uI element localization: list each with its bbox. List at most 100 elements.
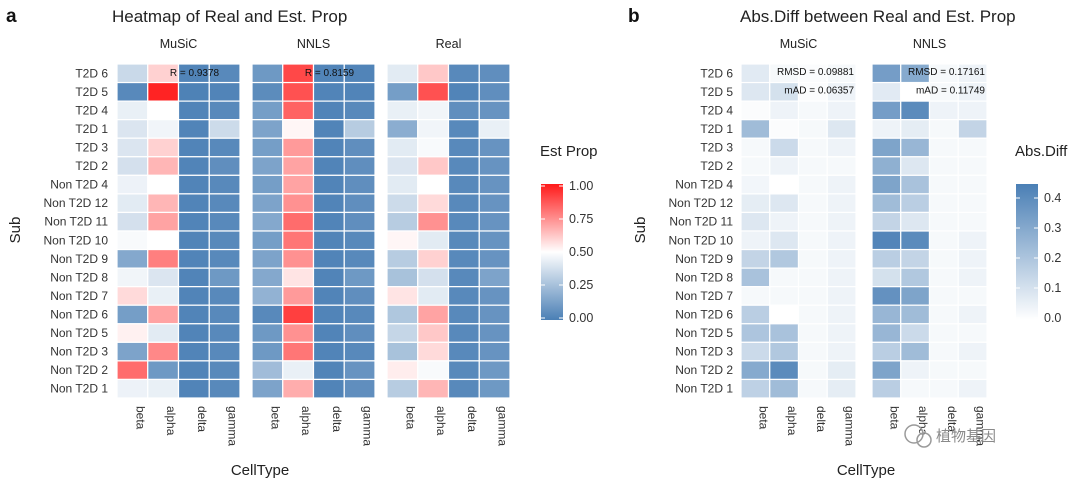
heat-cell (116, 378, 149, 399)
row-label: Non T2D 1 (675, 382, 733, 396)
heat-cell (251, 360, 284, 381)
heat-cell (900, 211, 931, 232)
heat-cell (343, 156, 376, 176)
facet-label-nnls: NNLS (913, 37, 946, 51)
heat-cell (769, 211, 800, 232)
heat-cell (251, 304, 284, 325)
heat-cell (343, 211, 376, 232)
heat-cell (826, 119, 857, 139)
heat-cell (312, 211, 345, 232)
row-label: T2D 3 (700, 141, 733, 155)
heat-cell (957, 156, 988, 176)
row-label: Non T2D 8 (675, 270, 733, 284)
heat-cell (447, 286, 480, 306)
heat-cell (177, 137, 210, 158)
heat-cell (769, 100, 800, 121)
legend-tick-label: 0.75 (569, 212, 593, 226)
heat-cell (116, 286, 149, 306)
heat-cell (740, 137, 771, 158)
heat-cell (478, 100, 511, 121)
heat-cell (208, 211, 241, 232)
heat-cell (769, 156, 800, 176)
facet-label-real: Real (436, 37, 462, 51)
heat-cell (871, 137, 902, 158)
panel-b-facet-labels: MuSiC NNLS (780, 37, 946, 51)
heat-cell (769, 286, 800, 306)
legend-tick-label: 0.00 (569, 311, 593, 325)
facet-label-nnls: NNLS (297, 37, 330, 51)
heat-cell (447, 174, 480, 195)
heat-cell (957, 119, 988, 139)
panel-b-col-labels: beta alpha delta gamma beta alpha delta gamma (756, 406, 987, 446)
heat-cell (177, 267, 210, 288)
heat-cell (928, 119, 959, 139)
col-label-beta: beta (887, 406, 901, 430)
heat-cell (312, 81, 345, 102)
heat-cell (740, 341, 771, 362)
heat-cell (251, 63, 284, 84)
heat-cell (769, 174, 800, 195)
heat-cell (116, 174, 149, 195)
heat-cell (417, 341, 450, 362)
heat-cell (826, 360, 857, 381)
row-label: Non T2D 10 (44, 233, 109, 247)
heat-cell (871, 230, 902, 251)
heat-cell (957, 341, 988, 362)
heat-cell (826, 137, 857, 158)
heat-cell (312, 230, 345, 251)
col-label-alpha: alpha (785, 406, 799, 436)
legend-tick-label: 0.0 (1044, 311, 1061, 325)
heat-cell (871, 323, 902, 343)
row-label: T2D 1 (75, 122, 108, 136)
row-label: T2D 4 (700, 103, 733, 117)
row-label: Non T2D 7 (675, 289, 733, 303)
col-label-delta: delta (945, 406, 959, 432)
heat-cell (871, 100, 902, 121)
row-label: Non T2D 6 (675, 308, 733, 322)
col-label-alpha: alpha (299, 406, 313, 436)
heat-cell (147, 304, 180, 325)
heat-cell (147, 341, 180, 362)
heat-cell (826, 378, 857, 399)
annotation-nnls: R = 0.8159 (305, 68, 355, 79)
heat-cell (928, 286, 959, 306)
heat-cell (208, 230, 241, 251)
panel-b-letter: b (628, 6, 640, 27)
heat-cell (116, 323, 149, 343)
heat-cell (871, 174, 902, 195)
heat-cell (343, 267, 376, 288)
row-label: Non T2D 2 (675, 363, 733, 377)
heat-cell (447, 100, 480, 121)
heat-cell (417, 81, 450, 102)
heat-cell (116, 81, 149, 102)
row-label: Non T2D 4 (675, 178, 733, 192)
col-label-gamma: gamma (361, 406, 375, 446)
heat-cell (900, 378, 931, 399)
heat-cell (386, 341, 419, 362)
heat-cell (251, 137, 284, 158)
heat-cell (251, 156, 284, 176)
heat-cell (447, 193, 480, 214)
heat-cell (478, 119, 511, 139)
heat-cell (312, 267, 345, 288)
heat-cell (343, 230, 376, 251)
legend-tick-label: 0.3 (1044, 221, 1061, 235)
heat-cell (282, 230, 315, 251)
heat-cell (282, 81, 315, 102)
heat-cell (312, 304, 345, 325)
panel-b-row-labels: T2D 6 T2D 5 T2D 4 T2D 1 T2D 3 T2D 2 Non T2D 4 N… (669, 66, 734, 395)
heat-cell (900, 156, 931, 176)
row-label: Non T2D 9 (50, 252, 108, 266)
heat-cell (251, 193, 284, 214)
heat-cell (769, 267, 800, 288)
heat-cell (957, 378, 988, 399)
heat-cell (177, 119, 210, 139)
heat-cell (769, 323, 800, 343)
col-label-gamma: gamma (843, 406, 857, 446)
panel-b-title: Abs.Diff between Real and Est. Prop (740, 7, 1016, 26)
heat-cell (116, 137, 149, 158)
heat-cell (797, 100, 828, 121)
heat-cell (797, 267, 828, 288)
heat-cell (826, 156, 857, 176)
heat-cell (740, 174, 771, 195)
